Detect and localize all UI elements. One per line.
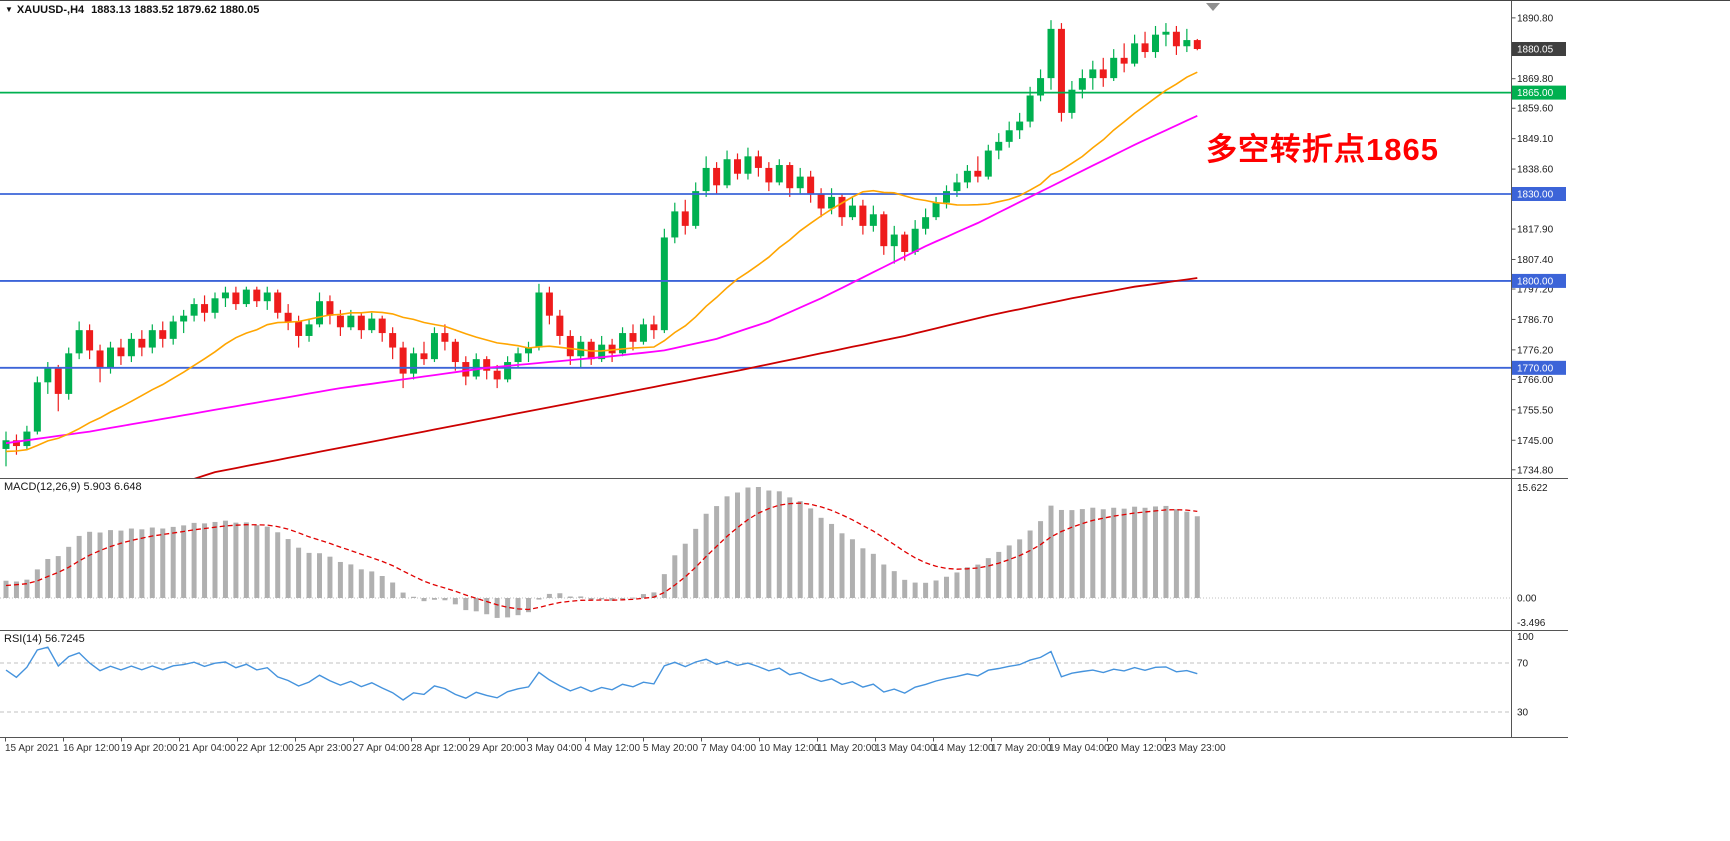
price-marker-box [1512, 85, 1566, 100]
rsi-axis-label: 70 [1517, 659, 1529, 670]
time-axis-label: 25 Apr 23:00 [295, 743, 352, 754]
rsi-indicator-label: RSI(14) 56.7245 [4, 633, 85, 645]
time-axis-label: 14 May 12:00 [933, 743, 994, 754]
price-tick-label: 1859.60 [1517, 104, 1554, 115]
price-scale[interactable]: 1890.80 1869.80 1859.60 1849.10 1838.60 1817.… [1511, 13, 1567, 476]
price-tick-label: 1755.50 [1517, 405, 1554, 416]
price-marker-box [1512, 187, 1566, 202]
price-marker-box [1512, 273, 1566, 288]
time-axis-label: 27 Apr 04:00 [353, 743, 410, 754]
time-axis-label: 23 May 23:00 [1165, 743, 1226, 754]
price-tick-label: 1734.80 [1517, 465, 1554, 476]
macd-histogram [3, 487, 1200, 618]
main-price-pane [0, 20, 1511, 478]
price-tick-label: 1745.00 [1517, 436, 1554, 447]
time-axis-label: 21 Apr 04:00 [179, 743, 236, 754]
rsi-axis-label: 30 [1517, 708, 1529, 719]
chart-title: ▼ XAUUSD-,H4 1883.13 1883.52 1879.62 1880.… [5, 4, 259, 16]
time-axis-label: 13 May 04:00 [875, 743, 936, 754]
chart-ohlc-values: 1883.13 1883.52 1879.62 1880.05 [91, 4, 260, 16]
price-tick-label: 1797.20 [1517, 285, 1554, 296]
price-tick-label: 1849.10 [1517, 134, 1554, 145]
price-marker-box [1512, 42, 1566, 57]
price-marker-label: 1800.00 [1517, 276, 1554, 287]
time-axis-label: 15 Apr 2021 [5, 743, 59, 754]
rsi-pane [0, 646, 1511, 713]
time-axis-label: 3 May 04:00 [527, 743, 582, 754]
macd-axis-label: -3.496 [1517, 618, 1546, 629]
chart-shift-marker-icon[interactable] [1206, 3, 1220, 11]
time-axis-label: 10 May 12:00 [759, 743, 820, 754]
time-axis-label: 11 May 20:00 [817, 743, 877, 754]
ma-fast-orange-line [5, 71, 1198, 453]
time-axis-label: 5 May 20:00 [643, 743, 698, 754]
price-marker-box [1512, 360, 1566, 375]
price-tick-label: 1807.40 [1517, 255, 1554, 266]
chart-symbol-period: XAUUSD-,H4 [16, 4, 85, 16]
time-axis-label: 7 May 04:00 [701, 743, 756, 754]
macd-pane [0, 487, 1511, 618]
price-marker-label: 1865.00 [1517, 88, 1554, 99]
macd-indicator-label: MACD(12,26,9) 5.903 6.648 [4, 481, 142, 493]
time-axis-label: 28 Apr 12:00 [411, 743, 468, 754]
ma-mid-magenta-line [5, 114, 1198, 445]
price-marker-label: 1830.00 [1517, 190, 1554, 201]
price-marker-label: 1880.05 [1517, 45, 1554, 56]
price-tick-label: 1776.20 [1517, 345, 1554, 356]
symbol-dropdown-icon: ▼ [5, 5, 13, 14]
time-axis-label: 29 Apr 20:00 [469, 743, 526, 754]
price-tick-label: 1890.80 [1517, 13, 1554, 24]
time-axis-label: 16 Apr 12:00 [63, 743, 120, 754]
price-marker-label: 1770.00 [1517, 363, 1554, 374]
macd-axis-label: 15.622 [1517, 483, 1548, 494]
time-axis-label: 20 May 12:00 [1107, 743, 1168, 754]
ma-slow-red-line [193, 277, 1198, 478]
time-scale[interactable]: 15 Apr 2021 16 Apr 12:00 19 Apr 20:00 21 Ap… [5, 737, 1226, 755]
time-axis-label: 19 Apr 20:00 [121, 743, 178, 754]
candlestick-series [2, 20, 1201, 467]
rsi-line [5, 646, 1198, 701]
price-tick-label: 1838.60 [1517, 165, 1554, 176]
time-axis-label: 4 May 12:00 [585, 743, 640, 754]
time-axis-label: 17 May 20:00 [991, 743, 1052, 754]
time-axis-label: 19 May 04:00 [1049, 743, 1110, 754]
annotation-text[interactable]: 多空转折点1865 [1206, 132, 1439, 167]
price-tick-label: 1766.00 [1517, 375, 1554, 386]
macd-axis-label: 0.00 [1517, 594, 1537, 605]
price-tick-label: 1786.70 [1517, 315, 1554, 326]
time-axis-label: 22 Apr 12:00 [237, 743, 294, 754]
price-tick-label: 1817.90 [1517, 225, 1554, 236]
price-tick-label: 1869.80 [1517, 74, 1554, 85]
rsi-axis-label: 100 [1517, 632, 1534, 643]
macd-signal-line [5, 502, 1198, 611]
